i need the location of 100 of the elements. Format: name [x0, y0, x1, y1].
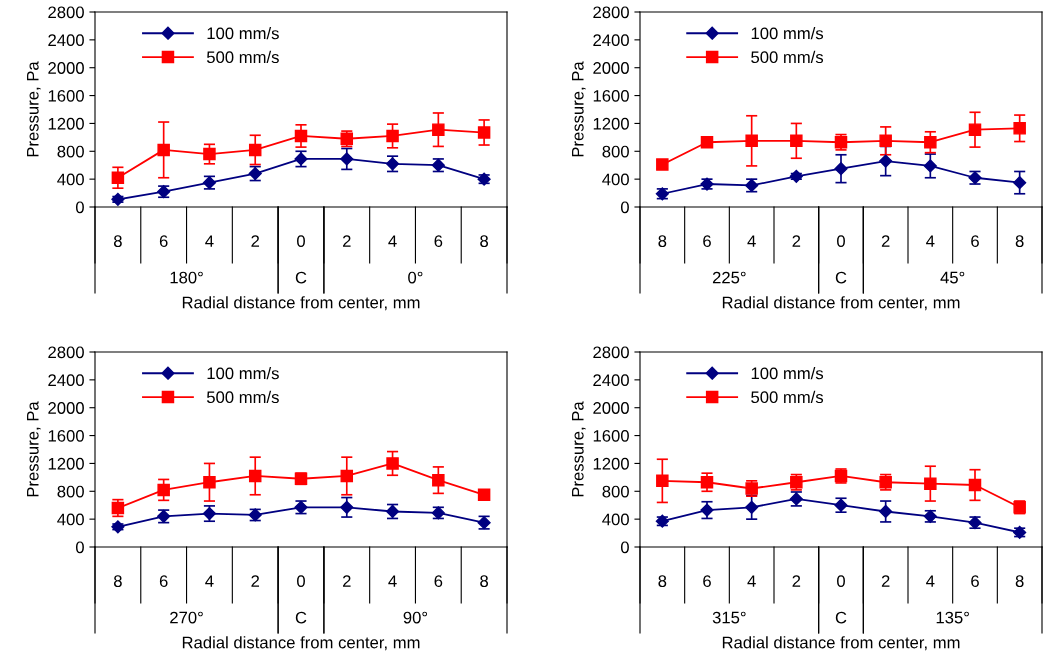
x-axis-title: Radial distance from center, mm [182, 636, 420, 651]
x-axis-title: Radial distance from center, mm [722, 296, 960, 311]
x-tick-label: 6 [159, 235, 168, 248]
legend-label: 100 mm/s [751, 367, 824, 380]
y-tick-label: 2400 [48, 34, 84, 47]
point [923, 159, 937, 173]
x-axis-title: Radial distance from center, mm [182, 296, 420, 311]
point [294, 129, 308, 143]
y-tick-label: 0 [75, 541, 84, 554]
x-tick-label: 2 [342, 575, 351, 587]
x-tick-label: 6 [703, 575, 711, 588]
point [477, 488, 491, 502]
text: C [835, 611, 847, 624]
point [745, 500, 759, 514]
y-tick-label: 400 [57, 513, 84, 526]
point [432, 473, 445, 487]
point [879, 134, 892, 148]
y-tick-label: 1600 [48, 429, 84, 442]
x-tick-label: 8 [480, 575, 489, 588]
y-tick-label: 2800 [593, 6, 629, 19]
x-tick-label: 6 [434, 235, 443, 248]
y-tick-label: 800 [57, 145, 84, 158]
y-tick-label: 2000 [593, 402, 629, 414]
y-tick-label: 2800 [48, 6, 84, 19]
legend-label: 100 mm/s [751, 27, 824, 40]
y-tick-label: 1200 [48, 457, 84, 470]
x-tick-label: 2 [792, 235, 801, 247]
y-tick-label: 1200 [48, 117, 84, 130]
x-tick-label: 2 [342, 235, 351, 247]
point [924, 135, 937, 149]
x-tick-label: 4 [747, 235, 756, 247]
legend-label: 500 mm/s [751, 50, 824, 64]
y-tick-label: 2400 [593, 374, 629, 387]
text: 225° [712, 271, 746, 284]
y-tick-label: 800 [57, 485, 84, 498]
y-tick-label: 1600 [593, 89, 629, 102]
text: 0° [408, 271, 423, 284]
x-tick-label: 8 [480, 235, 489, 248]
point [157, 483, 170, 497]
point [924, 477, 937, 490]
point [203, 147, 216, 161]
x-tick-label: 4 [205, 235, 214, 247]
y-tick-label: 400 [602, 173, 629, 186]
x-axis-title: Radial distance from center, mm [722, 636, 960, 651]
point [203, 475, 216, 489]
y-tick-label: 400 [57, 173, 84, 186]
point [477, 126, 491, 139]
y-tick-label: 2000 [48, 62, 84, 74]
point [111, 171, 125, 185]
legend-label: 100 mm/s [207, 367, 279, 380]
point [700, 135, 714, 149]
point [745, 134, 758, 148]
text: C [295, 271, 307, 284]
legend-label: 500 mm/s [206, 50, 279, 64]
y-axis-title: Pressure, Pa [572, 61, 586, 157]
y-tick-label: 2400 [593, 34, 629, 47]
point [386, 129, 399, 143]
text: C [295, 611, 307, 624]
point [656, 158, 669, 171]
y-tick-label: 800 [602, 485, 629, 498]
y-axis-title: Pressure, Pa [27, 61, 41, 157]
point [248, 143, 262, 157]
legend-label: 500 mm/s [751, 390, 824, 404]
x-tick-label: 0 [297, 575, 305, 588]
x-tick-label: 0 [297, 235, 305, 248]
x-tick-label: 0 [837, 235, 845, 248]
y-axis-title: Pressure, Pa [572, 401, 586, 497]
point [656, 474, 669, 488]
y-tick-label: 2800 [48, 346, 84, 359]
text: 45° [940, 271, 965, 284]
x-tick-label: 4 [388, 235, 397, 247]
x-tick-label: 8 [1015, 235, 1024, 248]
point [386, 457, 399, 470]
legend-label: 100 mm/s [207, 27, 279, 40]
text: 270° [170, 611, 203, 624]
text: 90° [403, 611, 428, 624]
x-tick-label: 8 [1015, 575, 1024, 588]
point [968, 123, 982, 136]
x-tick-label: 4 [926, 575, 935, 587]
x-tick-label: 4 [388, 575, 397, 587]
y-tick-label: 1600 [48, 89, 84, 102]
y-tick-label: 800 [602, 145, 629, 158]
text: C [835, 271, 847, 284]
point [248, 469, 262, 483]
legend-label: 500 mm/s [206, 390, 279, 404]
x-tick-label: 8 [113, 575, 122, 588]
point [879, 504, 893, 519]
y-tick-label: 2800 [593, 346, 629, 359]
y-tick-label: 1200 [593, 117, 629, 130]
point [834, 162, 848, 176]
x-tick-label: 2 [792, 575, 801, 587]
x-tick-label: 4 [926, 235, 935, 247]
point [1013, 176, 1027, 190]
text: 315° [712, 611, 746, 624]
point [340, 469, 354, 483]
x-tick-label: 8 [658, 235, 667, 248]
x-tick-label: 2 [881, 235, 890, 247]
x-tick-label: 6 [434, 575, 443, 588]
point [340, 500, 354, 514]
x-tick-label: 4 [205, 575, 214, 587]
